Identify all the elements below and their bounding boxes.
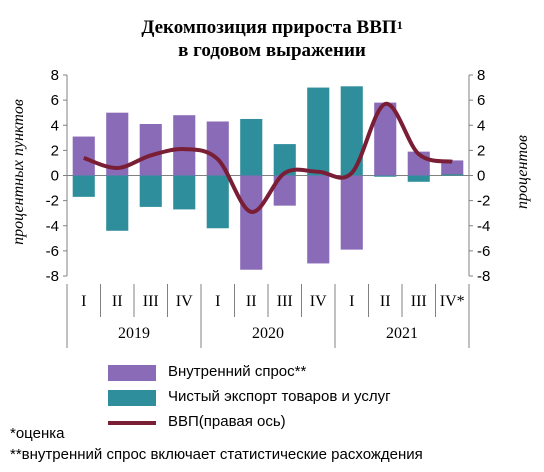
legend-label-gdp: ВВП(правая ось) <box>168 413 286 430</box>
bar-demand <box>240 175 263 270</box>
note-discrepancy: **внутренний спрос включает статистическ… <box>10 446 423 463</box>
quarter-label: III <box>277 293 293 310</box>
legend-swatch-export <box>108 390 156 406</box>
quarter-label: III <box>143 293 159 310</box>
year-label: 2020 <box>252 325 284 342</box>
quarter-label: I <box>215 293 220 310</box>
y-tick-label-left: -2 <box>46 193 59 210</box>
legend-item-export: Чистый экспорт товаров и услуг <box>108 385 428 409</box>
y-tick-label-left: 6 <box>51 92 59 109</box>
bar-demand <box>173 115 196 176</box>
y-tick-label-right: -2 <box>477 193 490 210</box>
y-tick-label-left: -6 <box>46 243 59 260</box>
bar-demand <box>106 112 129 176</box>
y-tick-label-right: 6 <box>477 92 485 109</box>
bar-net-export <box>407 175 430 182</box>
note-estimate: *оценка <box>10 425 65 442</box>
quarter-label: II <box>246 293 257 310</box>
bar-demand <box>273 175 296 206</box>
y-tick-label-right: 0 <box>477 168 485 185</box>
bar-net-export <box>441 174 464 176</box>
bar-net-export <box>106 175 129 231</box>
bar-demand <box>139 123 162 176</box>
gdp-decomposition-chart: 8 86 64 42 20 0-2 -2-4 -4-6 -6-8 -8I II III IV I II III… <box>46 67 490 348</box>
bar-net-export <box>340 86 363 176</box>
gdp-line <box>83 101 453 214</box>
bar-demand <box>206 121 229 176</box>
quarter-label: IV* <box>440 293 465 310</box>
bar-demand <box>441 160 464 176</box>
bar-net-export <box>139 175 162 207</box>
y-tick-label-right: -8 <box>477 268 490 285</box>
y-tick-label-left: 8 <box>51 67 59 84</box>
year-label: 2019 <box>118 325 150 342</box>
bar-net-export <box>273 144 296 176</box>
quarter-label: IV <box>176 293 193 310</box>
y-tick-label-right: 4 <box>477 117 485 134</box>
quarter-label: III <box>411 293 427 310</box>
bar-net-export <box>173 175 196 210</box>
y-tick-label-left: 4 <box>51 117 59 134</box>
legend-item-gdp: ВВП(правая ось) <box>108 410 428 434</box>
bar-net-export <box>240 118 263 176</box>
chart-title-line1: Декомпозиция прироста ВВП1 <box>141 17 403 38</box>
bar-net-export <box>206 175 229 229</box>
legend-swatch-demand <box>108 365 156 381</box>
y-tick-label-left: 2 <box>51 142 59 159</box>
bar-demand <box>374 102 397 176</box>
quarter-label: I <box>81 293 86 310</box>
legend-line-gdp <box>108 421 156 425</box>
quarter-label: IV <box>310 293 327 310</box>
bar-net-export <box>374 175 397 177</box>
quarter-label: I <box>349 293 354 310</box>
quarter-label: II <box>380 293 391 310</box>
legend-label-demand: Внутренний спрос** <box>168 363 307 380</box>
legend-label-export: Чистый экспорт товаров и услуг <box>168 388 391 405</box>
y-tick-label-left: 0 <box>51 168 59 185</box>
y-tick-label-right: -4 <box>477 218 490 235</box>
bar-demand <box>340 175 363 250</box>
bar-demand <box>72 136 95 176</box>
bar-net-export <box>72 175 95 197</box>
chart-title-line2: в годовом выражении <box>178 40 366 61</box>
y-tick-label-right: 8 <box>477 67 485 84</box>
year-label: 2021 <box>386 325 418 342</box>
y-tick-label-left: -4 <box>46 218 59 235</box>
bar-demand <box>307 175 330 264</box>
y-tick-label-right: 2 <box>477 142 485 159</box>
quarter-label: II <box>112 293 123 310</box>
legend-item-demand: Внутренний спрос** <box>108 360 428 384</box>
y-tick-label-left: -8 <box>46 268 59 285</box>
y-tick-label-right: -6 <box>477 243 490 260</box>
bar-net-export <box>307 87 330 176</box>
